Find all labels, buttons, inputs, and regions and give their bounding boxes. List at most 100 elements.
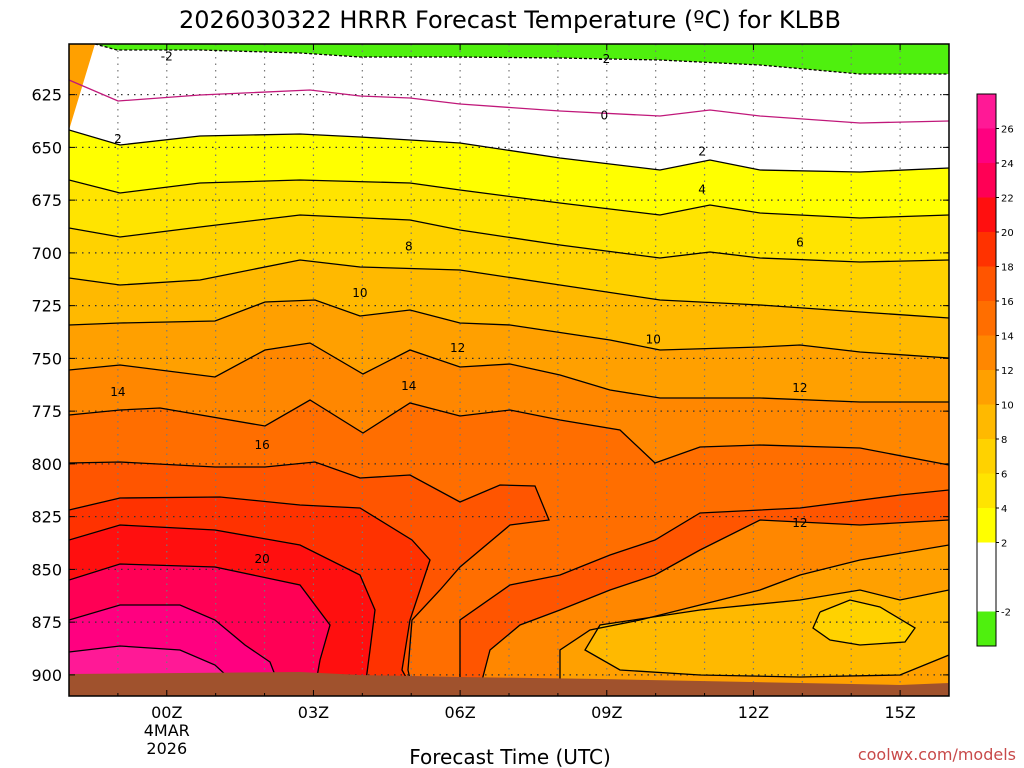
colorbar-segment bbox=[977, 163, 996, 198]
y-axis-ticks: 625 650 675 700 725 750 775 800 825 850 875 900 bbox=[31, 86, 949, 685]
colorbar-segment bbox=[977, 370, 996, 405]
y-tick-label: 850 bbox=[31, 560, 62, 579]
x-tick-label: 09Z bbox=[591, 703, 622, 722]
contour-line-right-12 bbox=[479, 519, 949, 689]
colorbar-segment bbox=[977, 508, 996, 543]
x-tick-label: 15Z bbox=[884, 703, 915, 722]
x-tick-label: 06Z bbox=[444, 703, 475, 722]
y-tick-label: 825 bbox=[31, 508, 62, 527]
colorbar-label: 14 bbox=[1001, 332, 1014, 343]
contour-line-14 bbox=[69, 399, 949, 466]
colorbar-segment bbox=[977, 128, 996, 163]
colorbar-segment bbox=[977, 301, 996, 336]
chart-title: 2026030322 HRRR Forecast Temperature (ºC… bbox=[179, 6, 841, 34]
colorbar-label: 16 bbox=[1001, 297, 1014, 308]
y-tick-label: 625 bbox=[31, 86, 62, 105]
fill-8-to-10 bbox=[69, 260, 949, 358]
contour-line-24 bbox=[69, 604, 281, 689]
x-axis-title: Forecast Time (UTC) bbox=[409, 745, 611, 768]
fill-below-minus2 bbox=[69, 44, 949, 74]
colorbar-label: 20 bbox=[1001, 228, 1014, 239]
contour-label: 12 bbox=[792, 516, 807, 530]
contour-label: 10 bbox=[646, 332, 661, 346]
contour-line-minus2 bbox=[94, 44, 949, 75]
colorbar-label: 18 bbox=[1001, 263, 1014, 274]
colorbar-segment bbox=[977, 335, 996, 370]
contour-label: 14 bbox=[110, 385, 125, 399]
contour-line-12 bbox=[69, 342, 949, 403]
y-tick-label: 650 bbox=[31, 138, 62, 157]
ground-fill bbox=[69, 672, 949, 696]
contour-label: 16 bbox=[254, 438, 269, 452]
y-tick-label: 700 bbox=[31, 244, 62, 263]
contour-line-right-8 bbox=[584, 589, 949, 678]
fill-12-to-14 bbox=[69, 343, 949, 465]
contour-line-10 bbox=[69, 299, 949, 359]
colorbar-segment bbox=[977, 439, 996, 474]
fill-right-6-to-8-pocket bbox=[813, 600, 915, 645]
contour-line-18 bbox=[69, 496, 431, 689]
contour-label: 20 bbox=[254, 552, 269, 566]
x-tick-label: 00Z bbox=[151, 703, 182, 722]
colorbar-label: 12 bbox=[1001, 366, 1014, 377]
contour-line-6 bbox=[69, 214, 949, 263]
contour-label: 0 bbox=[601, 109, 609, 123]
y-tick-label: 725 bbox=[31, 297, 62, 316]
temperature-fill-layers bbox=[69, 44, 949, 696]
x-tick-label: 03Z bbox=[298, 703, 329, 722]
y-tick-label: 675 bbox=[31, 191, 62, 210]
y-tick-label: 750 bbox=[31, 349, 62, 368]
contour-label: 12 bbox=[792, 381, 807, 395]
contour-line-4 bbox=[69, 179, 949, 219]
colorbar-label: 4 bbox=[1001, 504, 1007, 515]
colorbar-segment bbox=[977, 542, 996, 612]
y-tick-label: 800 bbox=[31, 455, 62, 474]
ground-layer bbox=[69, 672, 949, 696]
y-tick-label: 775 bbox=[31, 402, 62, 421]
colorbar-label: 22 bbox=[1001, 194, 1014, 205]
colorbar-label: 8 bbox=[1001, 435, 1007, 446]
contour-line-20 bbox=[69, 524, 376, 689]
contour-label: 14 bbox=[401, 379, 416, 393]
colorbar-label: 10 bbox=[1001, 401, 1014, 412]
x-tick-date-label: 4MAR bbox=[144, 721, 190, 740]
contour-label: 10 bbox=[352, 286, 367, 300]
colorbar-segment bbox=[977, 94, 996, 129]
colorbar-label: 6 bbox=[1001, 470, 1007, 481]
contour-label: 4 bbox=[698, 183, 706, 197]
contour-label: 2 bbox=[698, 145, 706, 159]
colorbar-segment bbox=[977, 197, 996, 232]
contour-lines bbox=[69, 44, 949, 689]
colorbar-label: 24 bbox=[1001, 159, 1014, 170]
contour-label: 12 bbox=[450, 341, 465, 355]
y-tick-label: 875 bbox=[31, 613, 62, 632]
contour-line-8 bbox=[69, 259, 949, 319]
colorbar-label: 26 bbox=[1001, 125, 1014, 136]
colorbar-label: 2 bbox=[1001, 539, 1007, 550]
contour-line-2 bbox=[69, 129, 949, 173]
contour-label: 6 bbox=[796, 235, 804, 249]
colorbar-segment bbox=[977, 473, 996, 508]
colorbar-segment bbox=[977, 266, 996, 301]
credit-text: coolwx.com/models bbox=[858, 745, 1016, 764]
colorbar-segment bbox=[977, 232, 996, 267]
contour-line-0 bbox=[69, 79, 949, 124]
contour-label: 2 bbox=[114, 132, 122, 146]
contour-label: -2 bbox=[161, 50, 173, 64]
x-tick-year-label: 2026 bbox=[146, 739, 187, 758]
y-tick-label: 900 bbox=[31, 666, 62, 685]
contour-line-right-pocket bbox=[812, 599, 916, 646]
contour-label: -2 bbox=[598, 52, 610, 66]
grid-lines bbox=[69, 44, 949, 696]
contour-line-right-10 bbox=[559, 544, 949, 689]
contour-line-16 bbox=[69, 461, 949, 689]
x-tick-label: 12Z bbox=[738, 703, 769, 722]
colorbar-segment bbox=[977, 611, 996, 646]
contour-labels: -2 -2 0 2 2 4 6 8 10 10 12 12 12 14 14 16 20 bbox=[110, 50, 807, 566]
colorbar-segment bbox=[977, 404, 996, 439]
colorbar-label: -2 bbox=[1001, 608, 1011, 619]
contour-line-22 bbox=[69, 563, 331, 689]
